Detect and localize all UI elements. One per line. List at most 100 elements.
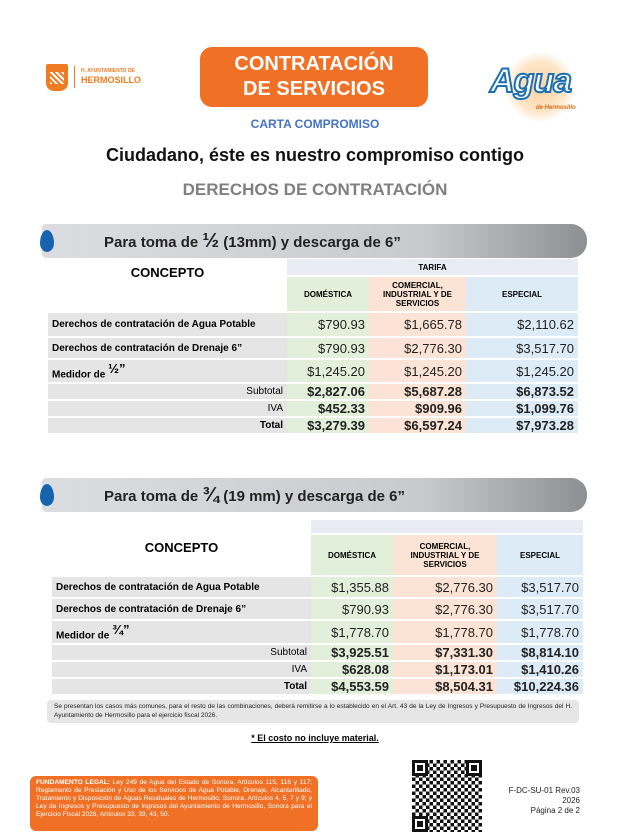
row-label: Derechos de contratación de Agua Potable bbox=[48, 313, 287, 336]
banner-post: (13mm) y descarga de 6” bbox=[219, 233, 401, 251]
divider bbox=[74, 66, 75, 88]
section-title: DERECHOS DE CONTRATACIÓN bbox=[182, 180, 448, 199]
cell: $3,517.70 bbox=[466, 338, 578, 358]
subtitle: CARTA COMPROMISO bbox=[250, 117, 380, 131]
cell: $790.93 bbox=[287, 313, 369, 336]
qr-finder bbox=[412, 816, 428, 832]
medidor-label: Medidor de bbox=[56, 630, 113, 642]
row-label: Medidor de ¾” bbox=[52, 621, 311, 643]
table-row: Derechos de contratación de Drenaje 6” $7… bbox=[48, 338, 578, 358]
cell: $5,687.28 bbox=[369, 384, 466, 399]
banner-title: Para toma de ¾ (19 mm) y descarga de 6” bbox=[104, 484, 405, 507]
row-label: Derechos de contratación de Agua Potable bbox=[52, 577, 311, 597]
subtotal-row: Subtotal $2,827.06 $5,687.28 $6,873.52 bbox=[48, 384, 578, 399]
row-label: Total bbox=[48, 418, 287, 433]
banner-frac: ¾ bbox=[202, 483, 220, 506]
banner-post: (19 mm) y descarga de 6” bbox=[219, 487, 405, 505]
banner-title: Para toma de ½ (13mm) y descarga de 6” bbox=[104, 230, 401, 253]
cell: $2,776.30 bbox=[393, 577, 497, 597]
col-domestica: DOMÉSTICA bbox=[287, 277, 369, 311]
cell: $1,173.01 bbox=[393, 662, 497, 677]
banner-half-inch: Para toma de ½ (13mm) y descarga de 6” bbox=[40, 224, 587, 258]
cell: $1,778.70 bbox=[311, 621, 393, 643]
table-row: Medidor de ½” $1,245.20 $1,245.20 $1,245.20 bbox=[48, 360, 578, 382]
agua-hermosillo-logo: Agua de Hermosillo bbox=[480, 52, 585, 124]
ayuntamiento-text: H. AYUNTAMIENTO DE HERMOSILLO bbox=[81, 69, 141, 85]
tarifa-header: TARIFA bbox=[287, 259, 578, 275]
coat-of-arms-icon bbox=[46, 63, 68, 91]
cell: $7,331.30 bbox=[393, 645, 497, 660]
logo-glow bbox=[505, 52, 575, 122]
qr-finder bbox=[412, 760, 428, 776]
cell: $3,517.70 bbox=[497, 599, 583, 619]
water-drop-icon bbox=[40, 230, 54, 252]
material-disclaimer: * El costo no incluye material. bbox=[251, 733, 379, 743]
cell: $10,224.36 bbox=[497, 679, 583, 694]
col-especial: ESPECIAL bbox=[497, 535, 583, 575]
tariff-table-three-quarter-inch: CONCEPTO DOMÉSTICA COMERCIAL, INDUSTRIAL… bbox=[52, 518, 583, 696]
medidor-frac: ½” bbox=[108, 361, 126, 377]
municipality-name: HERMOSILLO bbox=[81, 75, 141, 85]
cell: $6,597.24 bbox=[369, 418, 466, 433]
form-year: 2026 bbox=[562, 796, 580, 805]
cell: $790.93 bbox=[311, 599, 393, 619]
banner-pre: Para toma de bbox=[104, 487, 203, 505]
cell: $628.08 bbox=[311, 662, 393, 677]
cell: $1,245.20 bbox=[287, 360, 369, 382]
row-label: IVA bbox=[52, 662, 311, 677]
banner-three-quarter-inch: Para toma de ¾ (19 mm) y descarga de 6” bbox=[40, 478, 587, 512]
col-especial: ESPECIAL bbox=[466, 277, 578, 311]
legal-label: FUNDAMENTO LEGAL: bbox=[36, 779, 110, 786]
col-domestica: DOMÉSTICA bbox=[311, 535, 393, 575]
row-label: Subtotal bbox=[48, 384, 287, 399]
banner-frac: ½ bbox=[202, 229, 220, 252]
cell: $8,504.31 bbox=[393, 679, 497, 694]
tariff-table-half-inch: CONCEPTO TARIFA DOMÉSTICA COMERCIAL, IND… bbox=[48, 257, 578, 435]
cell: $8,814.10 bbox=[497, 645, 583, 660]
page-number: Página 2 de 2 bbox=[530, 806, 580, 815]
title-line-2: DE SERVICIOS bbox=[243, 78, 385, 100]
form-id: F-DC-SU-01 Rev.03 2026 Página 2 de 2 bbox=[470, 786, 580, 816]
cell: $2,776.30 bbox=[393, 599, 497, 619]
cell: $2,776.30 bbox=[369, 338, 466, 358]
municipality-small: H. AYUNTAMIENTO DE bbox=[81, 68, 135, 74]
tagline: Ciudadano, éste es nuestro compromiso co… bbox=[105, 145, 525, 165]
qr-finder bbox=[466, 760, 482, 776]
cell: $1,355.88 bbox=[311, 577, 393, 597]
cell: $1,410.26 bbox=[497, 662, 583, 677]
table-row: Derechos de contratación de Drenaje 6” $7… bbox=[52, 599, 583, 619]
agua-logo-sub: de Hermosillo bbox=[536, 105, 576, 111]
medidor-frac: ¾” bbox=[112, 622, 130, 638]
qr-code[interactable] bbox=[412, 760, 482, 832]
legal-basis-box: FUNDAMENTO LEGAL: Ley 249 de Agua del Es… bbox=[30, 776, 318, 831]
cell: $790.93 bbox=[287, 338, 369, 358]
total-row: Total $3,279.39 $6,597.24 $7,973.28 bbox=[48, 418, 578, 433]
title-box: CONTRATACIÓN DE SERVICIOS bbox=[200, 47, 428, 107]
form-code: F-DC-SU-01 Rev.03 bbox=[508, 786, 580, 795]
cell: $1,245.20 bbox=[369, 360, 466, 382]
cell: $1,665.78 bbox=[369, 313, 466, 336]
table-row: Derechos de contratación de Agua Potable… bbox=[48, 313, 578, 336]
row-label: Derechos de contratación de Drenaje 6” bbox=[52, 599, 311, 619]
row-label: Medidor de ½” bbox=[48, 360, 287, 382]
total-row: Total $4,553.59 $8,504.31 $10,224.36 bbox=[52, 679, 583, 694]
cell: $909.96 bbox=[369, 401, 466, 416]
cell: $3,517.70 bbox=[497, 577, 583, 597]
note-box: Se presentan los casos más comunes, para… bbox=[47, 700, 579, 723]
cell: $2,827.06 bbox=[287, 384, 369, 399]
subtotal-row: Subtotal $3,925.51 $7,331.30 $8,814.10 bbox=[52, 645, 583, 660]
row-label: Subtotal bbox=[52, 645, 311, 660]
cell: $4,553.59 bbox=[311, 679, 393, 694]
cell: $1,099.76 bbox=[466, 401, 578, 416]
row-label: IVA bbox=[48, 401, 287, 416]
legal-text: Ley 249 de Agua del Estado de Sonora, Ar… bbox=[36, 779, 313, 818]
row-label: Total bbox=[52, 679, 311, 694]
medidor-label: Medidor de bbox=[52, 369, 109, 381]
iva-row: IVA $452.33 $909.96 $1,099.76 bbox=[48, 401, 578, 416]
table-row: Medidor de ¾” $1,778.70 $1,778.70 $1,778.70 bbox=[52, 621, 583, 643]
row-label: Derechos de contratación de Drenaje 6” bbox=[48, 338, 287, 358]
cell: $1,245.20 bbox=[466, 360, 578, 382]
title-line-1: CONTRATACIÓN bbox=[234, 53, 394, 75]
cell: $452.33 bbox=[287, 401, 369, 416]
cell: $2,110.62 bbox=[466, 313, 578, 336]
